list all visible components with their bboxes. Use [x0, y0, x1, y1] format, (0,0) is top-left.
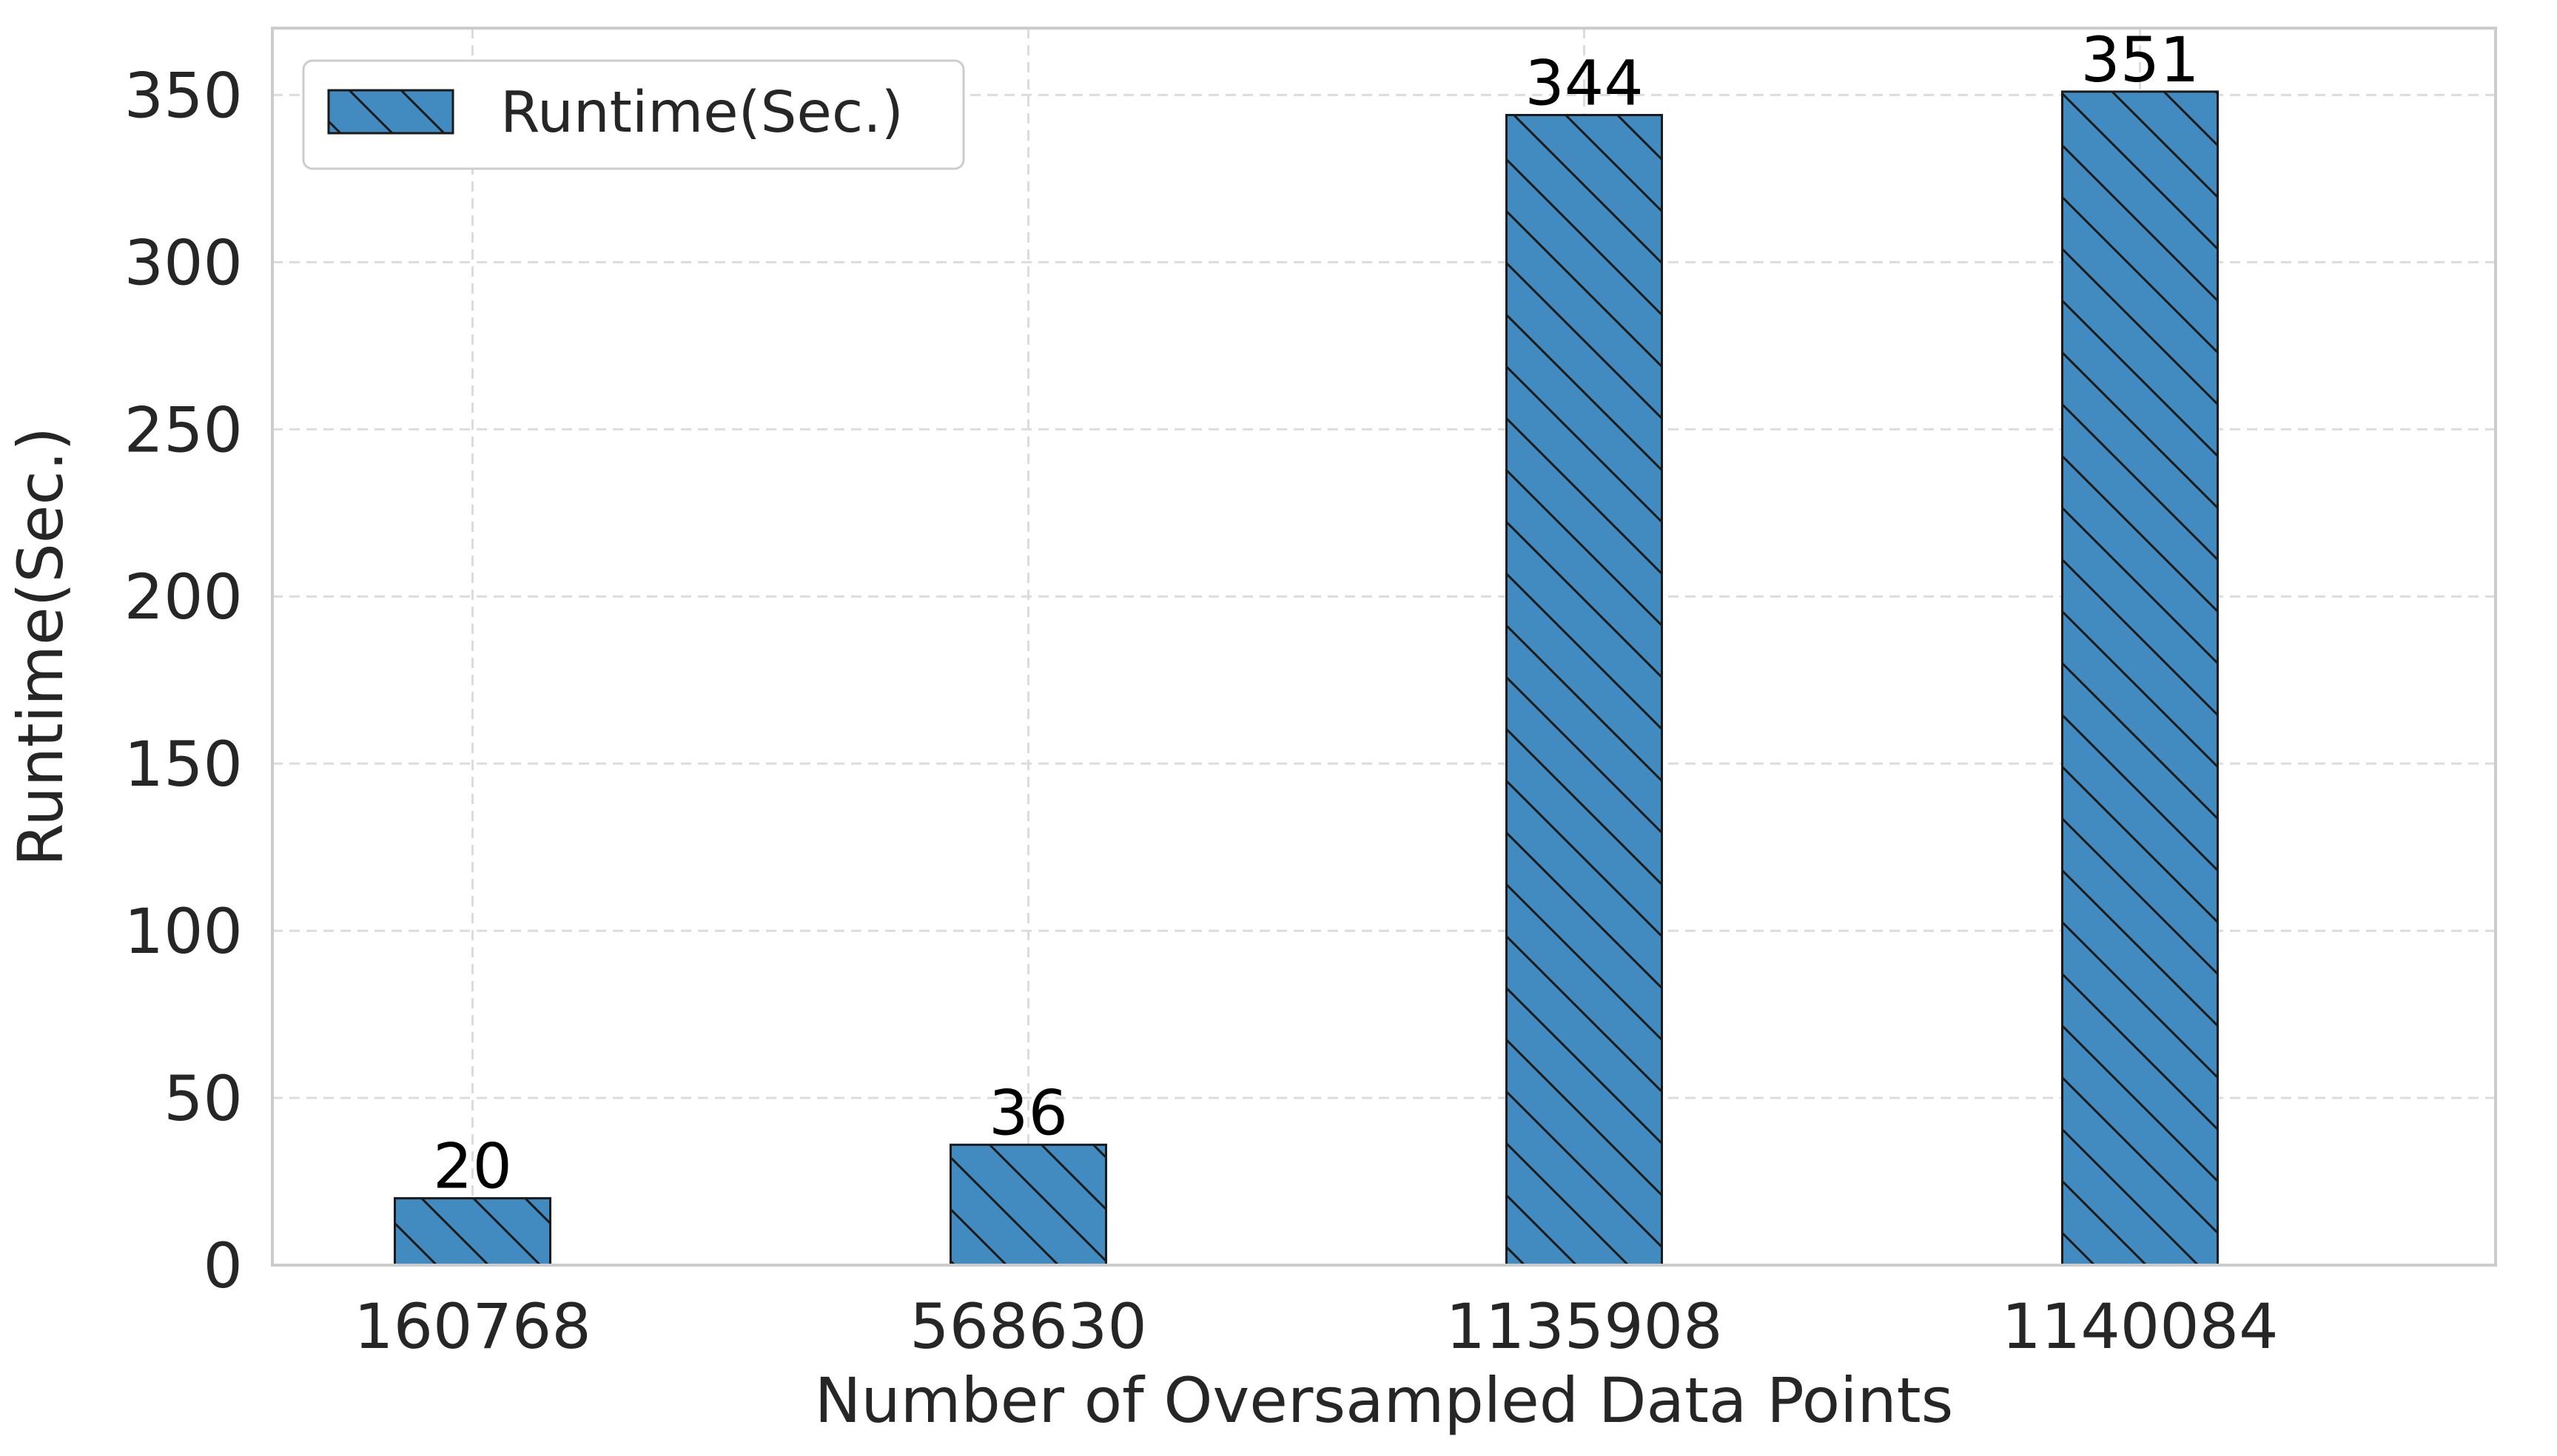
x-tick-label: 568630	[910, 1290, 1147, 1363]
y-tick-label: 200	[124, 561, 243, 633]
legend-box	[302, 59, 965, 170]
data-label: 344	[1525, 47, 1643, 119]
y-tick-label: 300	[124, 226, 243, 299]
tick-labels: 0 50 100 150 200 250 300 350 160768 568630 1135908…	[124, 59, 2279, 1363]
y-tick-label: 350	[124, 59, 243, 132]
x-tick-label: 1135908	[1445, 1290, 1722, 1363]
legend: Runtime(Sec.)	[302, 59, 965, 170]
y-tick-label: 150	[124, 728, 243, 801]
y-axis-label: Runtime(Sec.)	[4, 427, 77, 866]
data-labels: 20 36 344 351	[433, 24, 2200, 1203]
legend-swatch-hatch	[327, 89, 454, 135]
bar-hatch	[950, 1143, 1107, 1267]
legend-label: Runtime(Sec.)	[500, 80, 904, 146]
bar-hatch	[1505, 113, 1663, 1267]
y-tick-label: 100	[124, 895, 243, 968]
bar-hatch	[2061, 90, 2219, 1267]
y-tick-label: 250	[124, 394, 243, 466]
x-axis-label: Number of Oversampled Data Points	[815, 1364, 1954, 1437]
data-label: 36	[989, 1076, 1068, 1149]
data-label: 351	[2080, 24, 2199, 96]
plot-frame	[271, 27, 2497, 1267]
bar-hatch	[394, 1197, 551, 1267]
bars	[394, 90, 2219, 1267]
x-tick-label: 1140084	[2001, 1290, 2278, 1363]
y-tick-label: 0	[204, 1230, 243, 1302]
x-tick-label: 160768	[354, 1290, 591, 1363]
data-label: 20	[433, 1130, 512, 1203]
y-tick-label: 50	[164, 1062, 243, 1135]
